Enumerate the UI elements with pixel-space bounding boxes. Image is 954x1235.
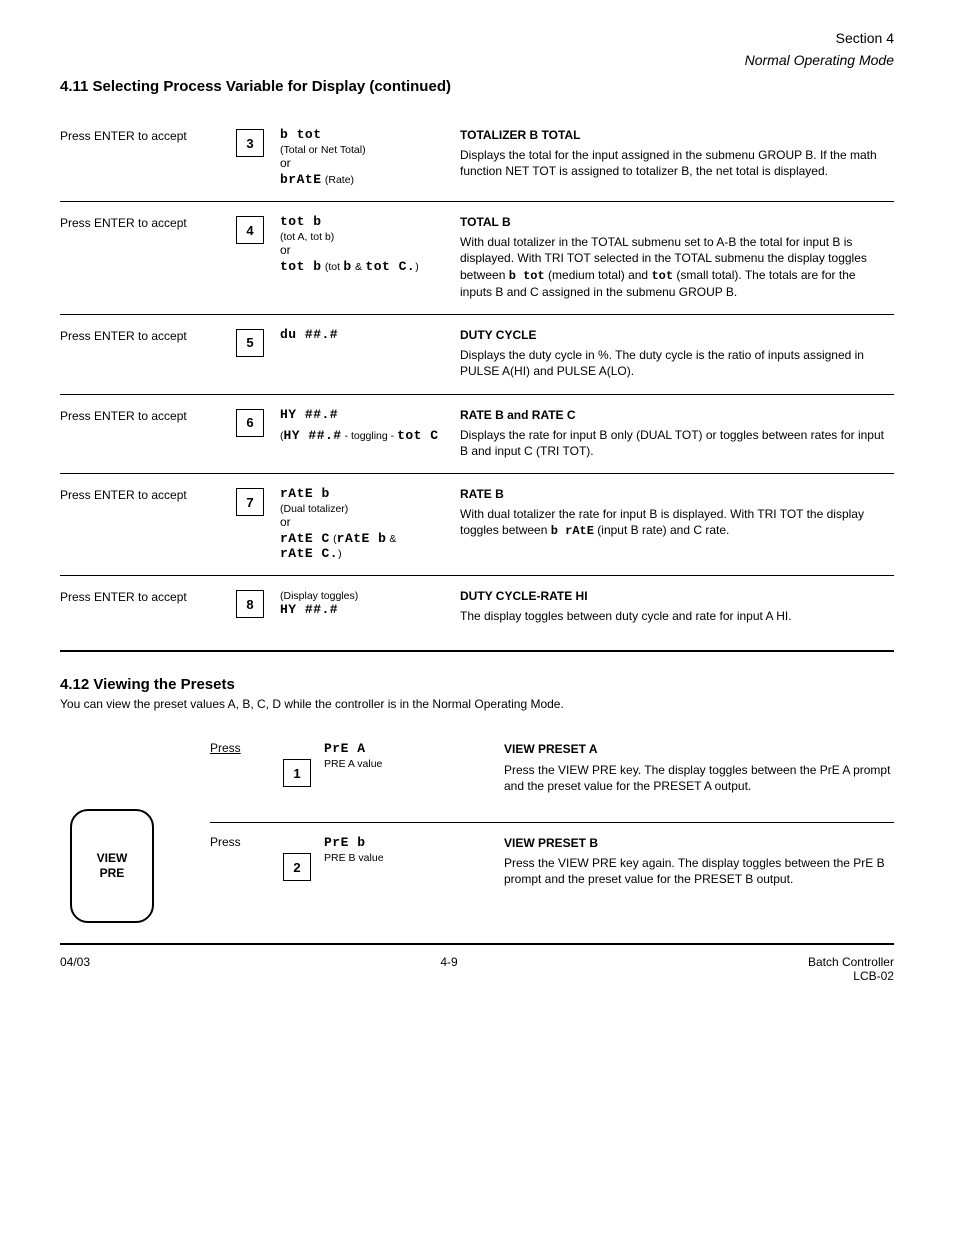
preset-box-wrap: 1 xyxy=(270,741,324,787)
step-box-wrap: 7 xyxy=(220,486,280,516)
page: Section 4 Normal Operating Mode 4.11 Sel… xyxy=(0,0,954,1023)
display-var-table: Press ENTER to accept 3 b tot(Total or N… xyxy=(60,115,894,638)
page-footer: 04/03 4-9 Batch Controller LCB-02 xyxy=(60,955,894,983)
description-column: TOTAL BWith dual totalizer in the TOTAL … xyxy=(460,214,894,300)
preset-press-label: Press xyxy=(210,835,241,849)
description-column: DUTY CYCLEDisplays the duty cycle in %. … xyxy=(460,327,894,380)
view-pre-key-icon: VIEWPRE xyxy=(70,809,154,923)
preset-step-number-box: 2 xyxy=(283,853,311,881)
step-number-box: 8 xyxy=(236,590,264,618)
display-column: tot b(tot A, tot b)ortot b (tot b & tot … xyxy=(280,214,460,274)
step-number-box: 4 xyxy=(236,216,264,244)
preset-display-col: PrE bPRE B value xyxy=(324,835,504,864)
preset-left-col: VIEWPRE xyxy=(60,729,210,923)
preset-press-label: Press xyxy=(210,741,241,755)
preset-display-col: PrE APRE A value xyxy=(324,741,504,770)
step-box-wrap: 8 xyxy=(220,588,280,618)
step-number-box: 7 xyxy=(236,488,264,516)
footer-product: Batch Controller xyxy=(808,955,894,969)
preset-row: Press 1 PrE APRE A value VIEW PRESET APr… xyxy=(210,729,894,823)
step-label: Press ENTER to accept xyxy=(60,486,220,502)
step-label: Press ENTER to accept xyxy=(60,214,220,230)
preset-block: VIEWPRE Press 1 PrE APRE A value VIEW PR… xyxy=(60,729,894,923)
preset-section-subtitle: You can view the preset values A, B, C, … xyxy=(60,697,894,711)
header-section-title: Normal Operating Mode xyxy=(745,52,894,68)
step-box-wrap: 5 xyxy=(220,327,280,357)
step-label: Press ENTER to accept xyxy=(60,588,220,604)
header-section-ref: Section 4 xyxy=(836,30,894,46)
preset-step-label: Press xyxy=(210,835,270,849)
display-column: rAtE b(Dual totalizer)orrAtE C (rAtE b &… xyxy=(280,486,460,561)
table-row: Press ENTER to accept 4 tot b(tot A, tot… xyxy=(60,202,894,315)
preset-desc-col: VIEW PRESET BPress the VIEW PRE key agai… xyxy=(504,835,894,888)
preset-row: Press 2 PrE bPRE B value VIEW PRESET BPr… xyxy=(210,823,894,908)
display-column: du ##.# xyxy=(280,327,460,342)
display-column: b tot(Total or Net Total)orbrAtE (Rate) xyxy=(280,127,460,187)
display-column: HY ##.#(HY ##.# - toggling - tot C xyxy=(280,407,460,443)
step-label: Press ENTER to accept xyxy=(60,327,220,343)
table-row: Press ENTER to accept 8 (Display toggles… xyxy=(60,576,894,638)
table-row: Press ENTER to accept 7 rAtE b(Dual tota… xyxy=(60,474,894,576)
page-header-title: Normal Operating Mode xyxy=(60,52,894,68)
footer-divider xyxy=(60,943,894,945)
section-divider xyxy=(60,650,894,652)
table-row: Press ENTER to accept 3 b tot(Total or N… xyxy=(60,115,894,202)
description-column: RATE BWith dual totalizer the rate for i… xyxy=(460,486,894,540)
footer-model: LCB-02 xyxy=(853,969,894,983)
step-box-wrap: 6 xyxy=(220,407,280,437)
preset-step-number-box: 1 xyxy=(283,759,311,787)
step-label: Press ENTER to accept xyxy=(60,127,220,143)
display-column: (Display toggles)HY ##.# xyxy=(280,588,460,617)
footer-page-number: 4-9 xyxy=(440,955,457,983)
description-column: RATE B and RATE CDisplays the rate for i… xyxy=(460,407,894,460)
table-row: Press ENTER to accept 5 du ##.# DUTY CYC… xyxy=(60,315,894,395)
preset-section-title: 4.12 Viewing the Presets xyxy=(60,676,894,693)
description-column: TOTALIZER B TOTALDisplays the total for … xyxy=(460,127,894,180)
step-box-wrap: 4 xyxy=(220,214,280,244)
footer-right: Batch Controller LCB-02 xyxy=(808,955,894,983)
description-column: DUTY CYCLE-RATE HIThe display toggles be… xyxy=(460,588,894,624)
step-number-box: 5 xyxy=(236,329,264,357)
section-heading: 4.11 Selecting Process Variable for Disp… xyxy=(60,78,894,95)
preset-rows: Press 1 PrE APRE A value VIEW PRESET APr… xyxy=(210,729,894,907)
step-box-wrap: 3 xyxy=(220,127,280,157)
step-label: Press ENTER to accept xyxy=(60,407,220,423)
preset-step-label: Press xyxy=(210,741,270,755)
footer-date: 04/03 xyxy=(60,955,90,983)
table-row: Press ENTER to accept 6 HY ##.#(HY ##.# … xyxy=(60,395,894,475)
preset-desc-col: VIEW PRESET APress the VIEW PRE key. The… xyxy=(504,741,894,794)
step-number-box: 3 xyxy=(236,129,264,157)
step-number-box: 6 xyxy=(236,409,264,437)
page-header: Section 4 xyxy=(60,30,894,46)
preset-box-wrap: 2 xyxy=(270,835,324,881)
